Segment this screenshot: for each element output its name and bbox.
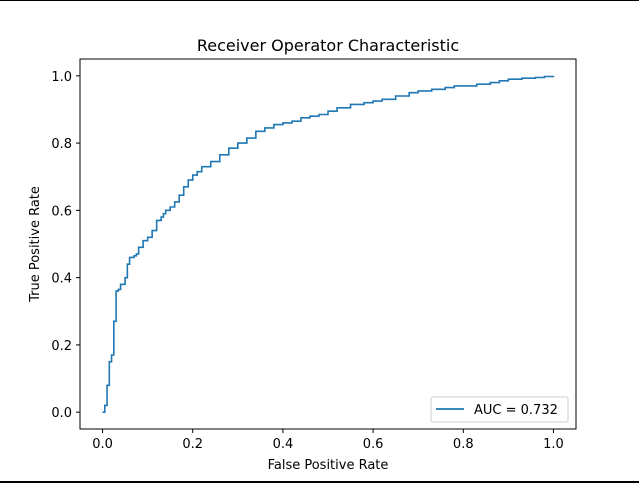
window-top-border bbox=[0, 0, 639, 1]
roc-curve-series-0 bbox=[102, 75, 555, 413]
y-tick-label: 0.0 bbox=[51, 406, 72, 421]
y-axis-title: True Positive Rate bbox=[28, 186, 43, 303]
x-axis: 0.0 0.2 0.4 0.6 0.8 1.0 bbox=[92, 429, 564, 452]
x-tick-label: 0.0 bbox=[92, 437, 113, 452]
x-tick-label: 0.4 bbox=[273, 437, 294, 452]
y-tick-label: 0.2 bbox=[51, 339, 72, 354]
chart-title: Receiver Operator Characteristic bbox=[197, 36, 459, 55]
y-tick-label: 0.8 bbox=[51, 137, 72, 152]
x-tick-label: 1.0 bbox=[543, 437, 564, 452]
x-tick-label: 0.6 bbox=[363, 437, 384, 452]
plot-area bbox=[102, 75, 555, 413]
x-tick-label: 0.2 bbox=[182, 437, 203, 452]
y-tick-label: 1.0 bbox=[51, 70, 72, 85]
y-tick-label: 0.6 bbox=[51, 204, 72, 219]
window-bottom-border bbox=[0, 481, 639, 483]
x-axis-title: False Positive Rate bbox=[268, 458, 389, 473]
legend: AUC = 0.732 bbox=[430, 396, 569, 423]
legend-label: AUC = 0.732 bbox=[474, 403, 558, 418]
axes-frame bbox=[79, 58, 577, 430]
y-axis: 0.0 0.2 0.4 0.6 0.8 1.0 bbox=[51, 70, 80, 421]
x-tick-label: 0.8 bbox=[453, 437, 474, 452]
legend-box bbox=[430, 396, 569, 423]
y-tick-label: 0.4 bbox=[51, 272, 72, 287]
